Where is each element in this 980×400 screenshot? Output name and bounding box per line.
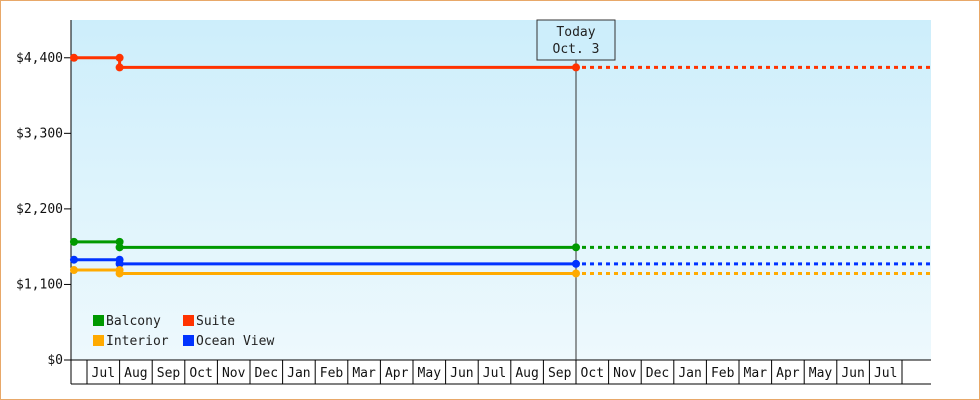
month-label: Jul [483,366,506,381]
series-suite [69,53,931,72]
legend-swatch [93,315,104,326]
today-box [536,19,616,61]
legend-label: Ocean View [196,334,274,349]
x-axis: Jul Aug Sep Oct Nov Dec Jan Feb Mar Apr May Jun Jul A… [70,359,931,385]
series-ocean-view [69,255,931,268]
month-label: Jul [874,366,897,381]
month-label: Jan [678,366,701,381]
month-label: Aug [124,366,147,381]
month-label: Apr [385,366,409,381]
legend-label: Balcony [106,314,161,329]
month-label: Nov [613,366,637,381]
data-point [115,63,124,72]
legend-label: Interior [106,334,169,349]
y-axis: $0 $1,100 $2,200 $3,300 $4,400 [16,20,72,368]
month-label: Apr [776,366,800,381]
month-label: Feb [320,366,344,381]
data-point [572,243,580,252]
month-label: Sep [157,366,181,381]
month-label: May [809,366,833,381]
data-point [115,237,124,246]
legend: Balcony Suite Interior Ocean View [93,314,274,349]
legend-swatch [183,335,194,346]
month-label: Jun [450,366,473,381]
data-point [572,259,580,268]
month-label: Feb [711,366,735,381]
series [69,53,931,278]
today-date: Oct. 3 [553,42,600,57]
legend-item: Suite [183,314,235,329]
month-label: Sep [548,366,572,381]
data-point [69,266,78,275]
legend-swatch [93,335,104,346]
today-marker: Today Oct. 3 [536,19,616,360]
y-tick-label: $4,400 [16,51,63,66]
data-point [69,53,78,62]
legend-swatch [183,315,194,326]
legend-label: Suite [196,314,235,329]
data-point [115,243,124,252]
data-point [115,53,124,62]
month-label: Mar [744,366,768,381]
data-point [69,237,78,246]
month-label: Jun [841,366,864,381]
month-label: Jul [92,366,115,381]
month-label: Oct [581,366,604,381]
data-point [115,269,124,278]
y-tick-label: $2,200 [16,202,63,217]
legend-item: Ocean View [183,334,274,349]
month-label: Mar [352,366,376,381]
month-label: Nov [222,366,246,381]
month-label: Dec [255,366,278,381]
month-label: May [418,366,442,381]
y-tick-label: $1,100 [16,277,63,292]
y-tick-label: $0 [47,353,63,368]
legend-item: Interior [93,334,169,349]
data-point [572,269,580,278]
data-point [572,63,580,72]
month-label: Jan [287,366,310,381]
month-label: Aug [515,366,538,381]
y-tick-label: $3,300 [16,126,63,141]
series-balcony [69,237,931,252]
data-point [115,259,124,268]
today-label: Today [556,25,595,40]
data-point [69,255,78,264]
month-label: Oct [189,366,212,381]
month-label: Dec [646,366,669,381]
plot-area [71,20,931,360]
series-interior [69,266,931,278]
legend-item: Balcony [93,314,161,329]
